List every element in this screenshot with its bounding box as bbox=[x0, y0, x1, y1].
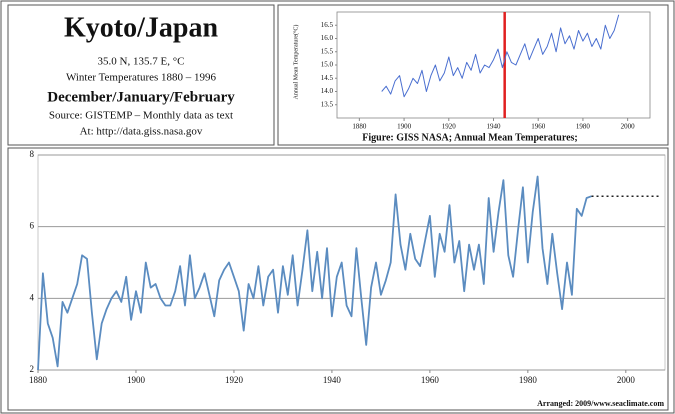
x-tick-label: 1960 bbox=[421, 375, 440, 385]
y-tick-label: 14.0 bbox=[321, 87, 334, 95]
months: December/January/February bbox=[47, 89, 235, 105]
inset-y-label: Annual Mean Temperature(°C) bbox=[292, 25, 299, 100]
x-tick-label: 1900 bbox=[127, 375, 146, 385]
y-tick-label: 6 bbox=[30, 221, 35, 231]
url: At: http://data.giss.nasa.gov bbox=[80, 126, 203, 138]
y-tick-label: 15.0 bbox=[321, 61, 334, 69]
x-tick-label: 1920 bbox=[442, 123, 457, 131]
x-tick-label: 2000 bbox=[617, 375, 636, 385]
y-tick-label: 16.5 bbox=[321, 21, 334, 29]
data-line bbox=[37, 175, 592, 371]
title: Kyoto/Japan bbox=[64, 12, 218, 43]
y-tick-label: 8 bbox=[30, 149, 35, 159]
x-tick-label: 1980 bbox=[519, 375, 538, 385]
x-tick-label: 1900 bbox=[397, 123, 412, 131]
credit: Arranged: 2009/www.seaclimate.com bbox=[537, 399, 664, 408]
period: Winter Temperatures 1880 – 1996 bbox=[66, 72, 217, 84]
y-tick-label: 15.5 bbox=[321, 47, 334, 55]
y-tick-label: 16.0 bbox=[321, 34, 334, 42]
inset-box bbox=[277, 4, 669, 146]
x-tick-label: 1880 bbox=[352, 123, 367, 131]
header-box bbox=[7, 4, 275, 146]
x-tick-label: 1880 bbox=[29, 375, 48, 385]
main-box bbox=[7, 147, 669, 411]
inset-caption: Figure: GISS NASA; Annual Mean Temperatu… bbox=[362, 132, 577, 143]
source: Source: GISTEMP – Monthly data as text bbox=[49, 110, 233, 122]
x-tick-label: 2000 bbox=[621, 123, 636, 131]
y-tick-label: 14.5 bbox=[321, 74, 334, 82]
y-tick-label: 2 bbox=[30, 364, 35, 374]
coords: 35.0 N, 135.7 E, °C bbox=[98, 56, 185, 68]
y-tick-label: 4 bbox=[30, 292, 35, 302]
data-line bbox=[381, 14, 620, 98]
x-tick-label: 1960 bbox=[531, 123, 546, 131]
x-tick-label: 1980 bbox=[576, 123, 591, 131]
x-tick-label: 1940 bbox=[487, 123, 502, 131]
x-tick-label: 1920 bbox=[225, 375, 244, 385]
x-tick-label: 1940 bbox=[323, 375, 342, 385]
y-tick-label: 13.5 bbox=[321, 100, 334, 108]
